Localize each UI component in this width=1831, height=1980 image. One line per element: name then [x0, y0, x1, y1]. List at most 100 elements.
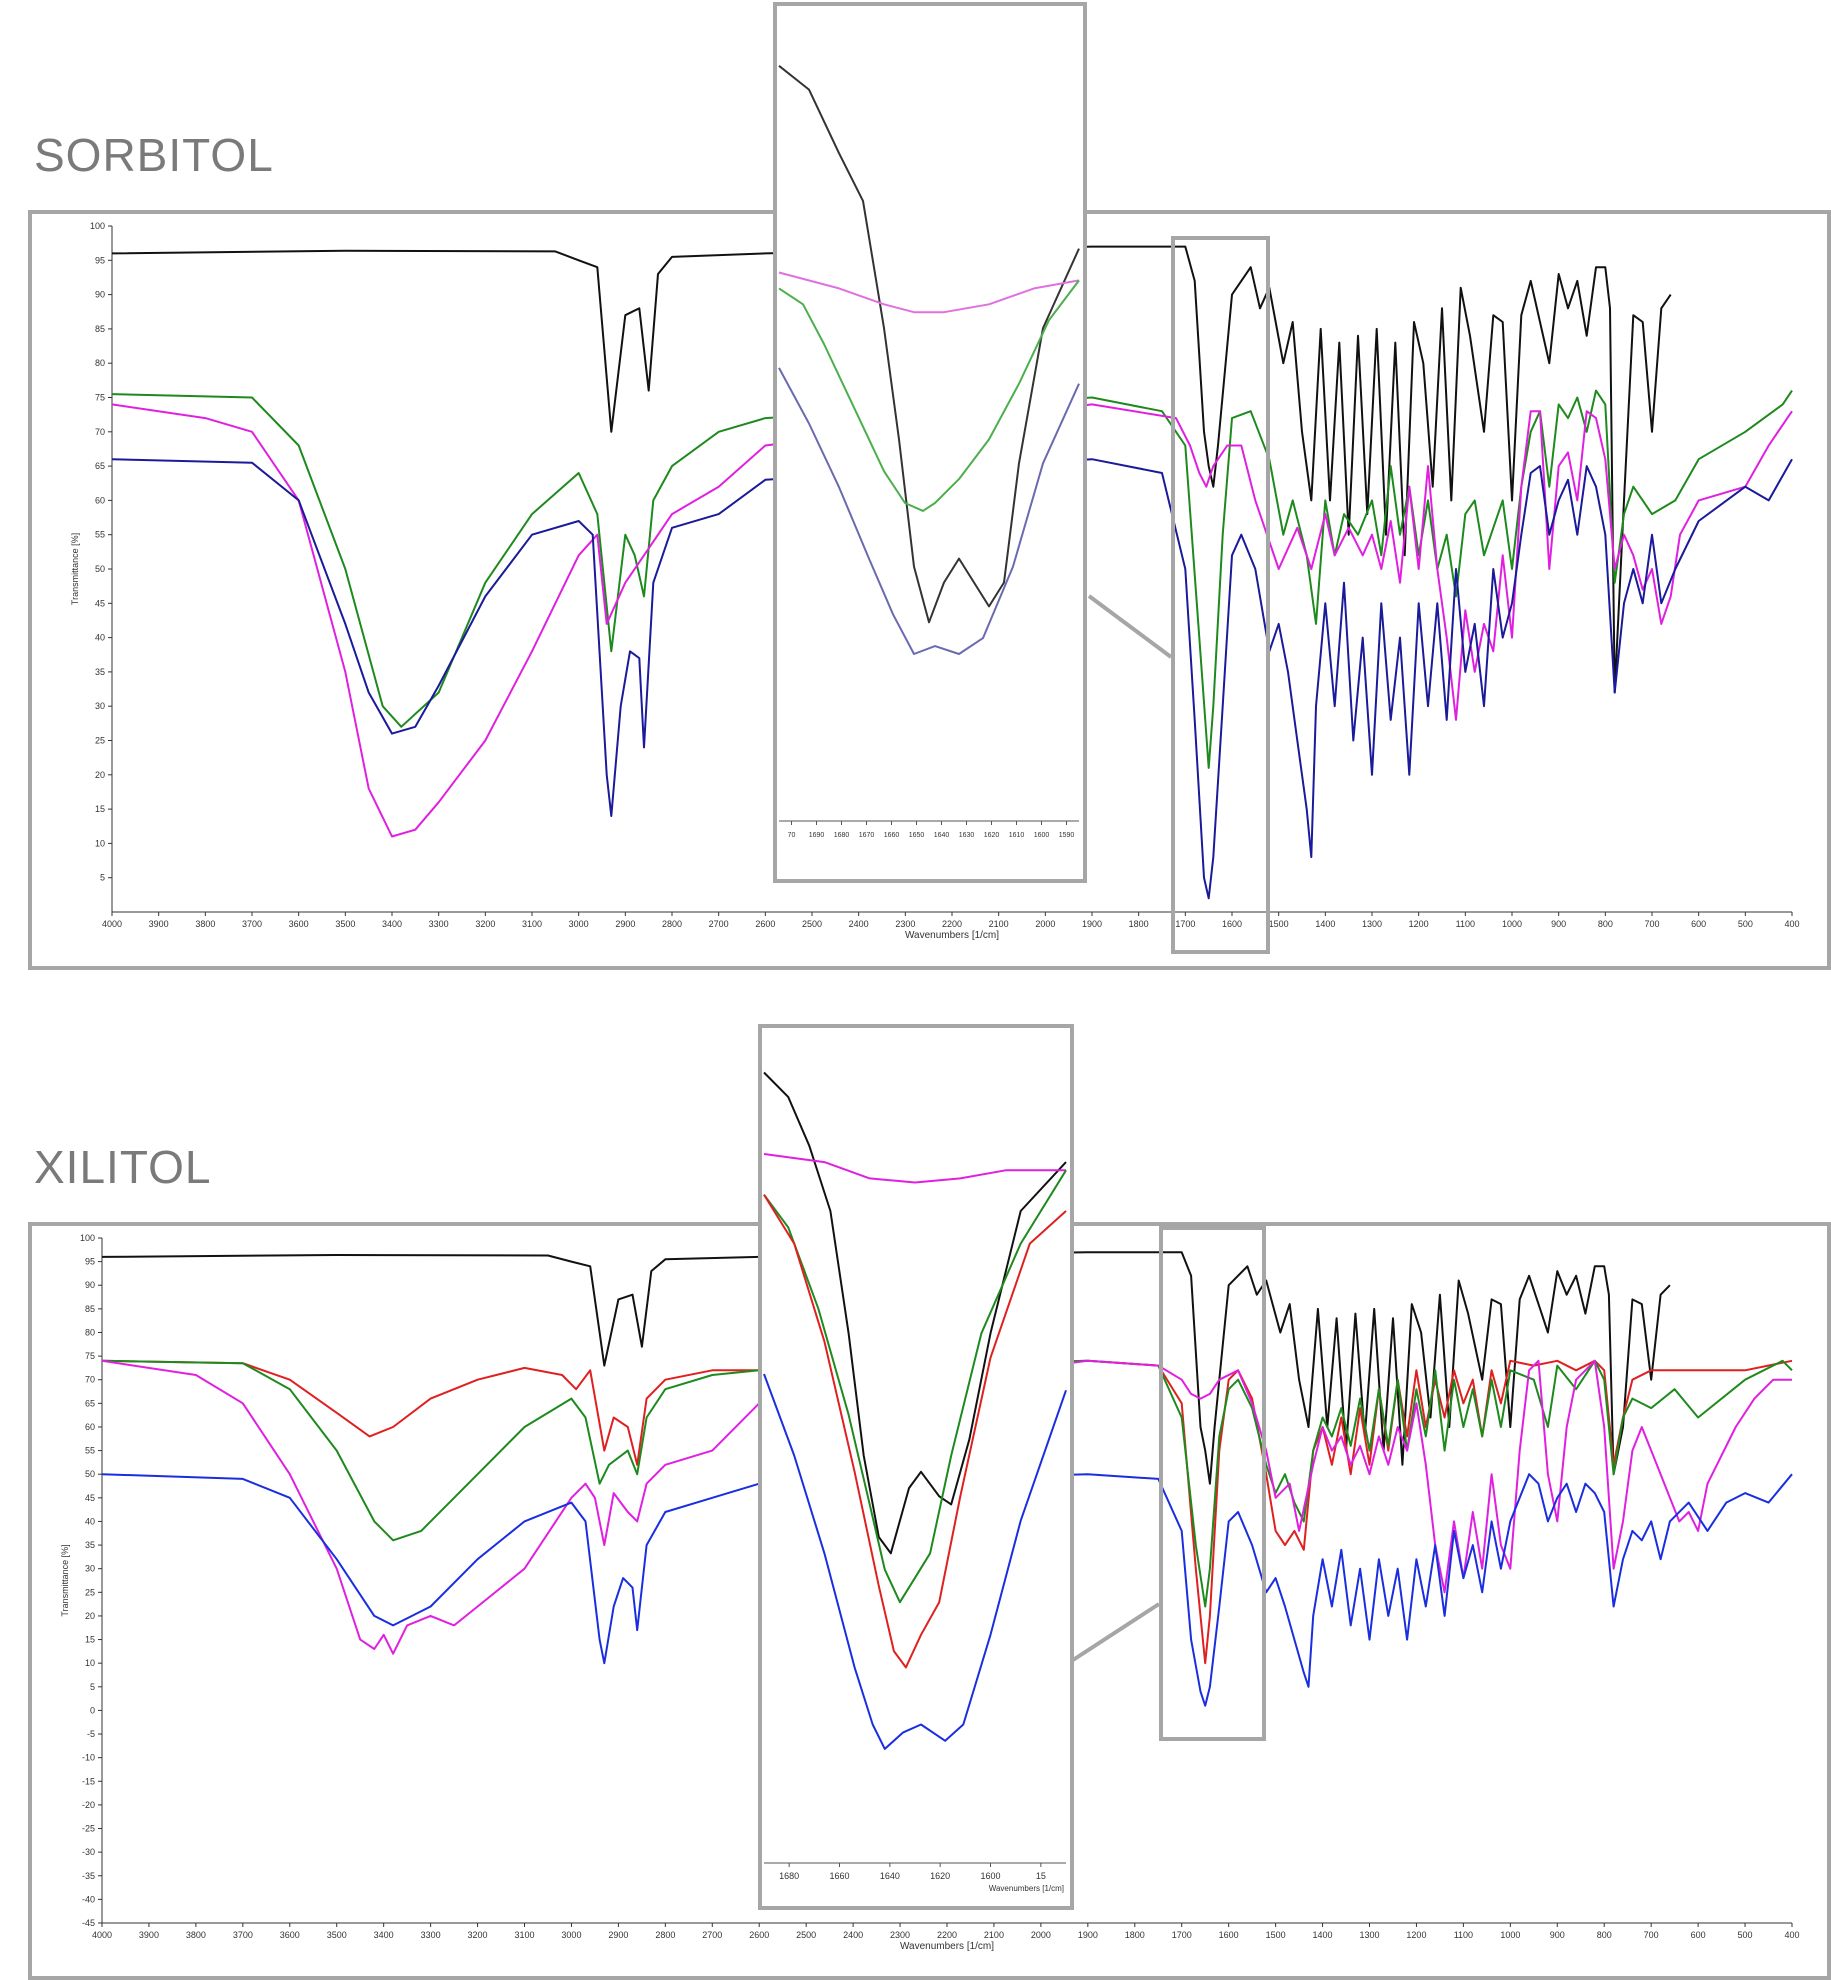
xilitol-x-tick-label: 3900: [139, 1930, 159, 1940]
sorbitol-inset-x-tick-label: 1590: [1059, 832, 1075, 839]
xilitol-x-tick-label: 2100: [984, 1930, 1004, 1940]
xilitol-y-tick-label: -10: [82, 1753, 95, 1763]
sorbitol-y-tick-label: 45: [95, 598, 105, 608]
sorbitol-x-tick-label: 3100: [522, 919, 542, 929]
xilitol-inset-x-tick-label: 1600: [980, 1871, 1000, 1881]
sorbitol-x-tick-label: 2100: [989, 919, 1009, 929]
sorbitol-y-tick-label: 5: [100, 873, 105, 883]
sorbitol-x-tick-label: 1800: [1129, 919, 1149, 929]
xilitol-inset-series-line-3: [763, 1194, 1067, 1669]
sorbitol-x-tick-label: 1400: [1315, 919, 1335, 929]
xilitol-x-tick-label: 2500: [796, 1930, 816, 1940]
xilitol-x-tick-label: 3000: [561, 1930, 581, 1940]
xilitol-y-tick-label: -25: [82, 1824, 95, 1834]
sorbitol-zoom-box: [1171, 236, 1270, 954]
xilitol-y-tick-label: 95: [85, 1257, 95, 1267]
sorbitol-inset-panel: 70 1690 1680 1670 1660 1650 1640 1630 1620 1610 16…: [773, 2, 1087, 883]
xilitol-x-tick-label: 500: [1738, 1930, 1753, 1940]
xilitol-x-tick-label: 2200: [937, 1930, 957, 1940]
sorbitol-x-tick-label: 500: [1738, 919, 1753, 929]
xilitol-inset-x-tick-label: 15: [1036, 1871, 1046, 1881]
sorbitol-x-tick-label: 2200: [942, 919, 962, 929]
sorbitol-inset-x-tick-label: 1610: [1009, 832, 1025, 839]
xilitol-inset-x-axis-label: Wavenumbers [1/cm]: [989, 1884, 1064, 1893]
sorbitol-x-tick-label: 3000: [569, 919, 589, 929]
sorbitol-x-tick-label: 3300: [429, 919, 449, 929]
sorbitol-y-tick-label: 20: [95, 770, 105, 780]
sorbitol-main-chart: 5 10 15 20 25 30 35 40 45 50 55 60 65 70 75 80 85 90 95 100…: [70, 221, 1800, 941]
xilitol-y-tick-label: 65: [85, 1398, 95, 1408]
xilitol-y-tick-label: 30: [85, 1564, 95, 1574]
sorbitol-x-tick-label: 600: [1691, 919, 1706, 929]
xilitol-x-tick-label: 3500: [327, 1930, 347, 1940]
sorbitol-x-axis-label: Wavenumbers [1/cm]: [905, 930, 999, 941]
xilitol-x-tick-label: 1500: [1266, 1930, 1286, 1940]
sorbitol-y-tick-label: 95: [95, 255, 105, 265]
xilitol-inset-series-line-2: [763, 1169, 1067, 1604]
sorbitol-y-tick-label: 70: [95, 427, 105, 437]
xilitol-x-tick-label: 1700: [1172, 1930, 1192, 1940]
xilitol-inset-x-tick-label: 1620: [930, 1871, 950, 1881]
sorbitol-x-tick-label: 3400: [382, 919, 402, 929]
xilitol-y-tick-label: 20: [85, 1611, 95, 1621]
xilitol-y-tick-label: -15: [82, 1776, 95, 1786]
sorbitol-inset-x-tick-label: 1660: [884, 832, 900, 839]
sorbitol-y-tick-label: 100: [90, 221, 105, 231]
sorbitol-y-tick-label: 80: [95, 358, 105, 368]
sorbitol-series-line-2: [111, 403, 1793, 838]
sorbitol-inset-x-tick-label: 1690: [809, 832, 825, 839]
xilitol-x-tick-label: 2900: [608, 1930, 628, 1940]
xilitol-title: XILITOL: [34, 1141, 212, 1193]
xilitol-x-tick-label: 700: [1644, 1930, 1659, 1940]
sorbitol-y-tick-label: 30: [95, 701, 105, 711]
sorbitol-y-tick-label: 55: [95, 530, 105, 540]
xilitol-x-tick-label: 1100: [1454, 1930, 1473, 1940]
xilitol-x-tick-label: 2800: [655, 1930, 675, 1940]
xilitol-y-tick-label: 15: [85, 1635, 95, 1645]
xilitol-y-tick-label: 55: [85, 1446, 95, 1456]
sorbitol-x-tick-label: 1700: [1175, 919, 1195, 929]
sorbitol-y-tick-label: 40: [95, 633, 105, 643]
sorbitol-inset-series-line-3: [778, 367, 1080, 655]
sorbitol-x-tick-label: 2600: [755, 919, 775, 929]
xilitol-inset-panel: 1680 1660 1640 1620 1600 15 Wavenumbers [1/cm]: [758, 1024, 1074, 1910]
xilitol-x-tick-label: 3600: [280, 1930, 300, 1940]
sorbitol-inset-series-line-0: [778, 65, 1080, 624]
xilitol-series-line-4: [101, 1473, 1793, 1707]
xilitol-y-tick-label: 35: [85, 1540, 95, 1550]
xilitol-inset-x-tick-label: 1680: [779, 1871, 799, 1881]
xilitol-x-tick-label: 1800: [1125, 1930, 1145, 1940]
xilitol-x-tick-label: 900: [1550, 1930, 1565, 1940]
sorbitol-x-tick-label: 2800: [662, 919, 682, 929]
xilitol-y-axis-label: Transmittance [%]: [60, 1544, 70, 1616]
sorbitol-y-tick-label: 75: [95, 393, 105, 403]
xilitol-y-tick-label: 0: [90, 1705, 95, 1715]
xilitol-x-tick-label: 1200: [1406, 1930, 1426, 1940]
xilitol-x-tick-label: 3200: [468, 1930, 488, 1940]
sorbitol-x-tick-label: 1900: [1082, 919, 1102, 929]
sorbitol-x-tick-label: 1100: [1456, 919, 1475, 929]
xilitol-y-tick-label: 60: [85, 1422, 95, 1432]
xilitol-y-tick-label: 75: [85, 1351, 95, 1361]
sorbitol-series-line-3: [111, 458, 1793, 900]
sorbitol-inset-x-tick-label: 1640: [934, 832, 950, 839]
xilitol-series-line-3: [101, 1359, 1792, 1655]
sorbitol-y-tick-label: 85: [95, 324, 105, 334]
sorbitol-x-tick-label: 1600: [1222, 919, 1242, 929]
xilitol-x-tick-label: 1600: [1219, 1930, 1239, 1940]
xilitol-x-tick-label: 4000: [92, 1930, 112, 1940]
xilitol-y-tick-label: 85: [85, 1304, 95, 1314]
xilitol-inset-series-line-4: [763, 1373, 1067, 1750]
xilitol-x-tick-label: 1300: [1359, 1930, 1379, 1940]
xilitol-inset-chart: 1680 1660 1640 1620 1600 15 Wavenumbers [1/cm]: [763, 1071, 1067, 1893]
sorbitol-x-tick-label: 4000: [102, 919, 122, 929]
sorbitol-inset-chart: 70 1690 1680 1670 1660 1650 1640 1630 1620 1610 16…: [778, 65, 1080, 839]
sorbitol-x-tick-label: 2300: [895, 919, 915, 929]
xilitol-y-tick-label: -5: [87, 1729, 95, 1739]
sorbitol-x-tick-label: 2000: [1035, 919, 1055, 929]
sorbitol-x-tick-label: 1500: [1269, 919, 1289, 929]
xilitol-x-tick-label: 3300: [421, 1930, 441, 1940]
xilitol-y-tick-label: -40: [82, 1894, 95, 1904]
